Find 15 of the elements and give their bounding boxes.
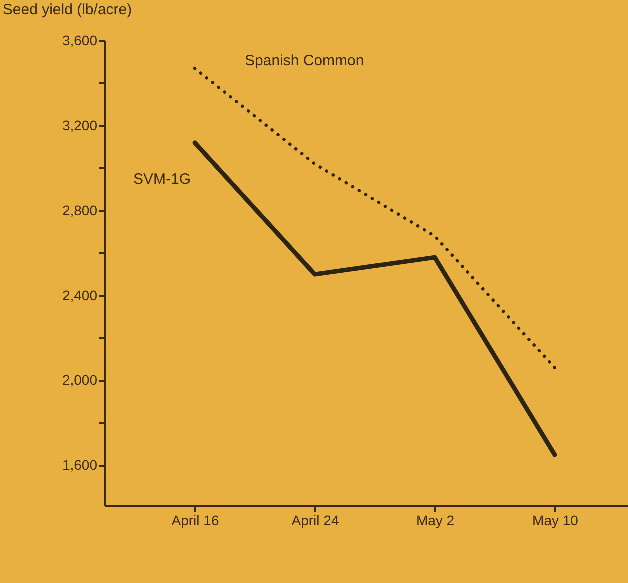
x-tick-label: April 16	[172, 512, 220, 528]
text: Spanish Common	[245, 52, 364, 70]
y-axis-title: Seed yield (lb/acre)	[2, 2, 132, 18]
y-tick-label: 3,600	[62, 32, 98, 48]
y-tick-label: 3,200	[62, 117, 98, 134]
line-series	[192, 140, 558, 458]
x-tick-label: May 10	[532, 512, 579, 528]
y-tick-label: 1,600	[62, 457, 98, 474]
line-series	[193, 67, 557, 370]
y-tick-label: 2,400	[62, 287, 98, 304]
y-tick-label: 2,000	[62, 372, 98, 388]
x-tick-label: May 2	[416, 512, 455, 528]
x-tick-label: April 24	[292, 512, 340, 528]
series-label: SVM-1G	[133, 170, 191, 188]
y-tick-label: 2,800	[62, 202, 98, 218]
